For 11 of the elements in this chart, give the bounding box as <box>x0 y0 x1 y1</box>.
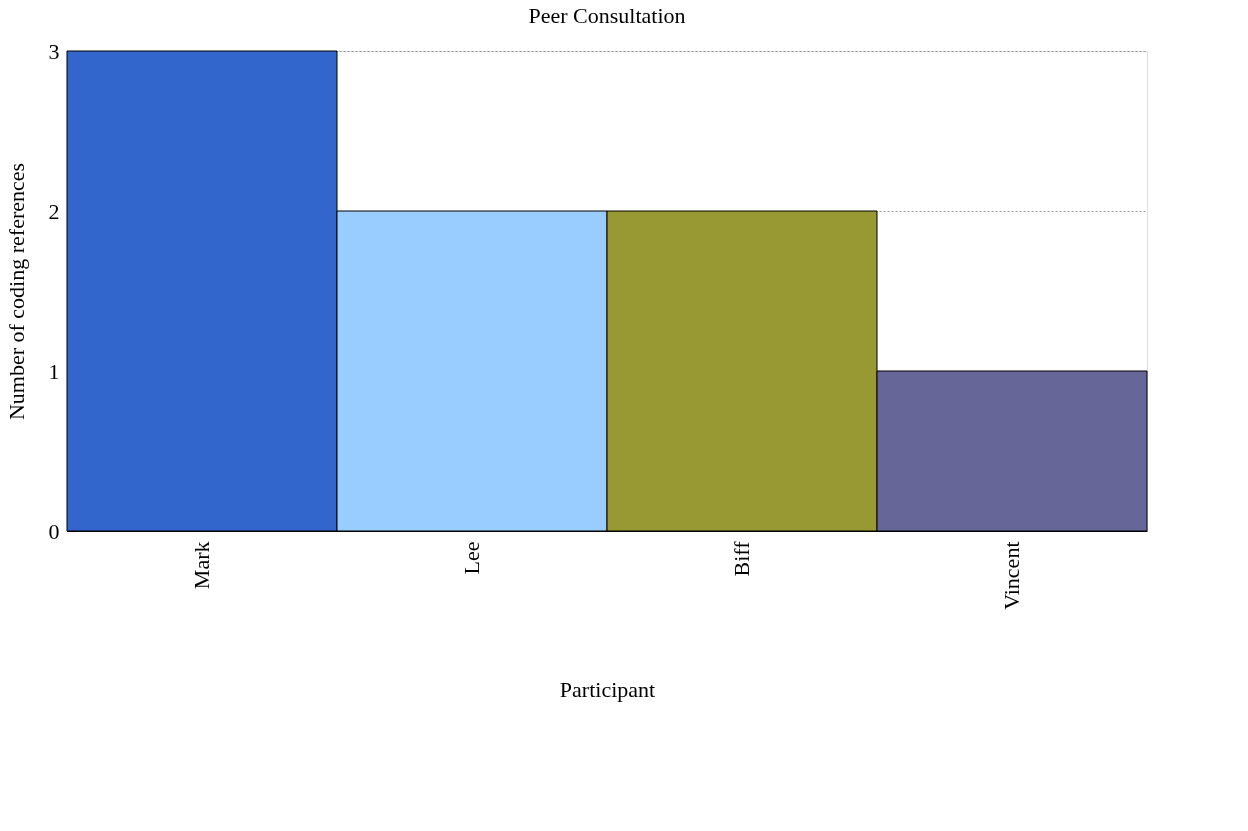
y-tick-label: 3 <box>48 38 60 64</box>
chart-title: Peer Consultation <box>528 3 686 28</box>
x-tick-label: Mark <box>189 541 214 590</box>
x-tick-label: Lee <box>459 541 484 575</box>
x-tick-label: Biff <box>729 540 754 577</box>
x-tick-label: Vincent <box>999 541 1024 610</box>
y-tick-label: 2 <box>48 198 60 224</box>
y-tick-label: 0 <box>48 518 60 544</box>
y-axis-title: Number of coding references <box>3 162 29 421</box>
x-axis-title: Participant <box>559 676 656 702</box>
y-tick-label: 1 <box>48 358 60 384</box>
